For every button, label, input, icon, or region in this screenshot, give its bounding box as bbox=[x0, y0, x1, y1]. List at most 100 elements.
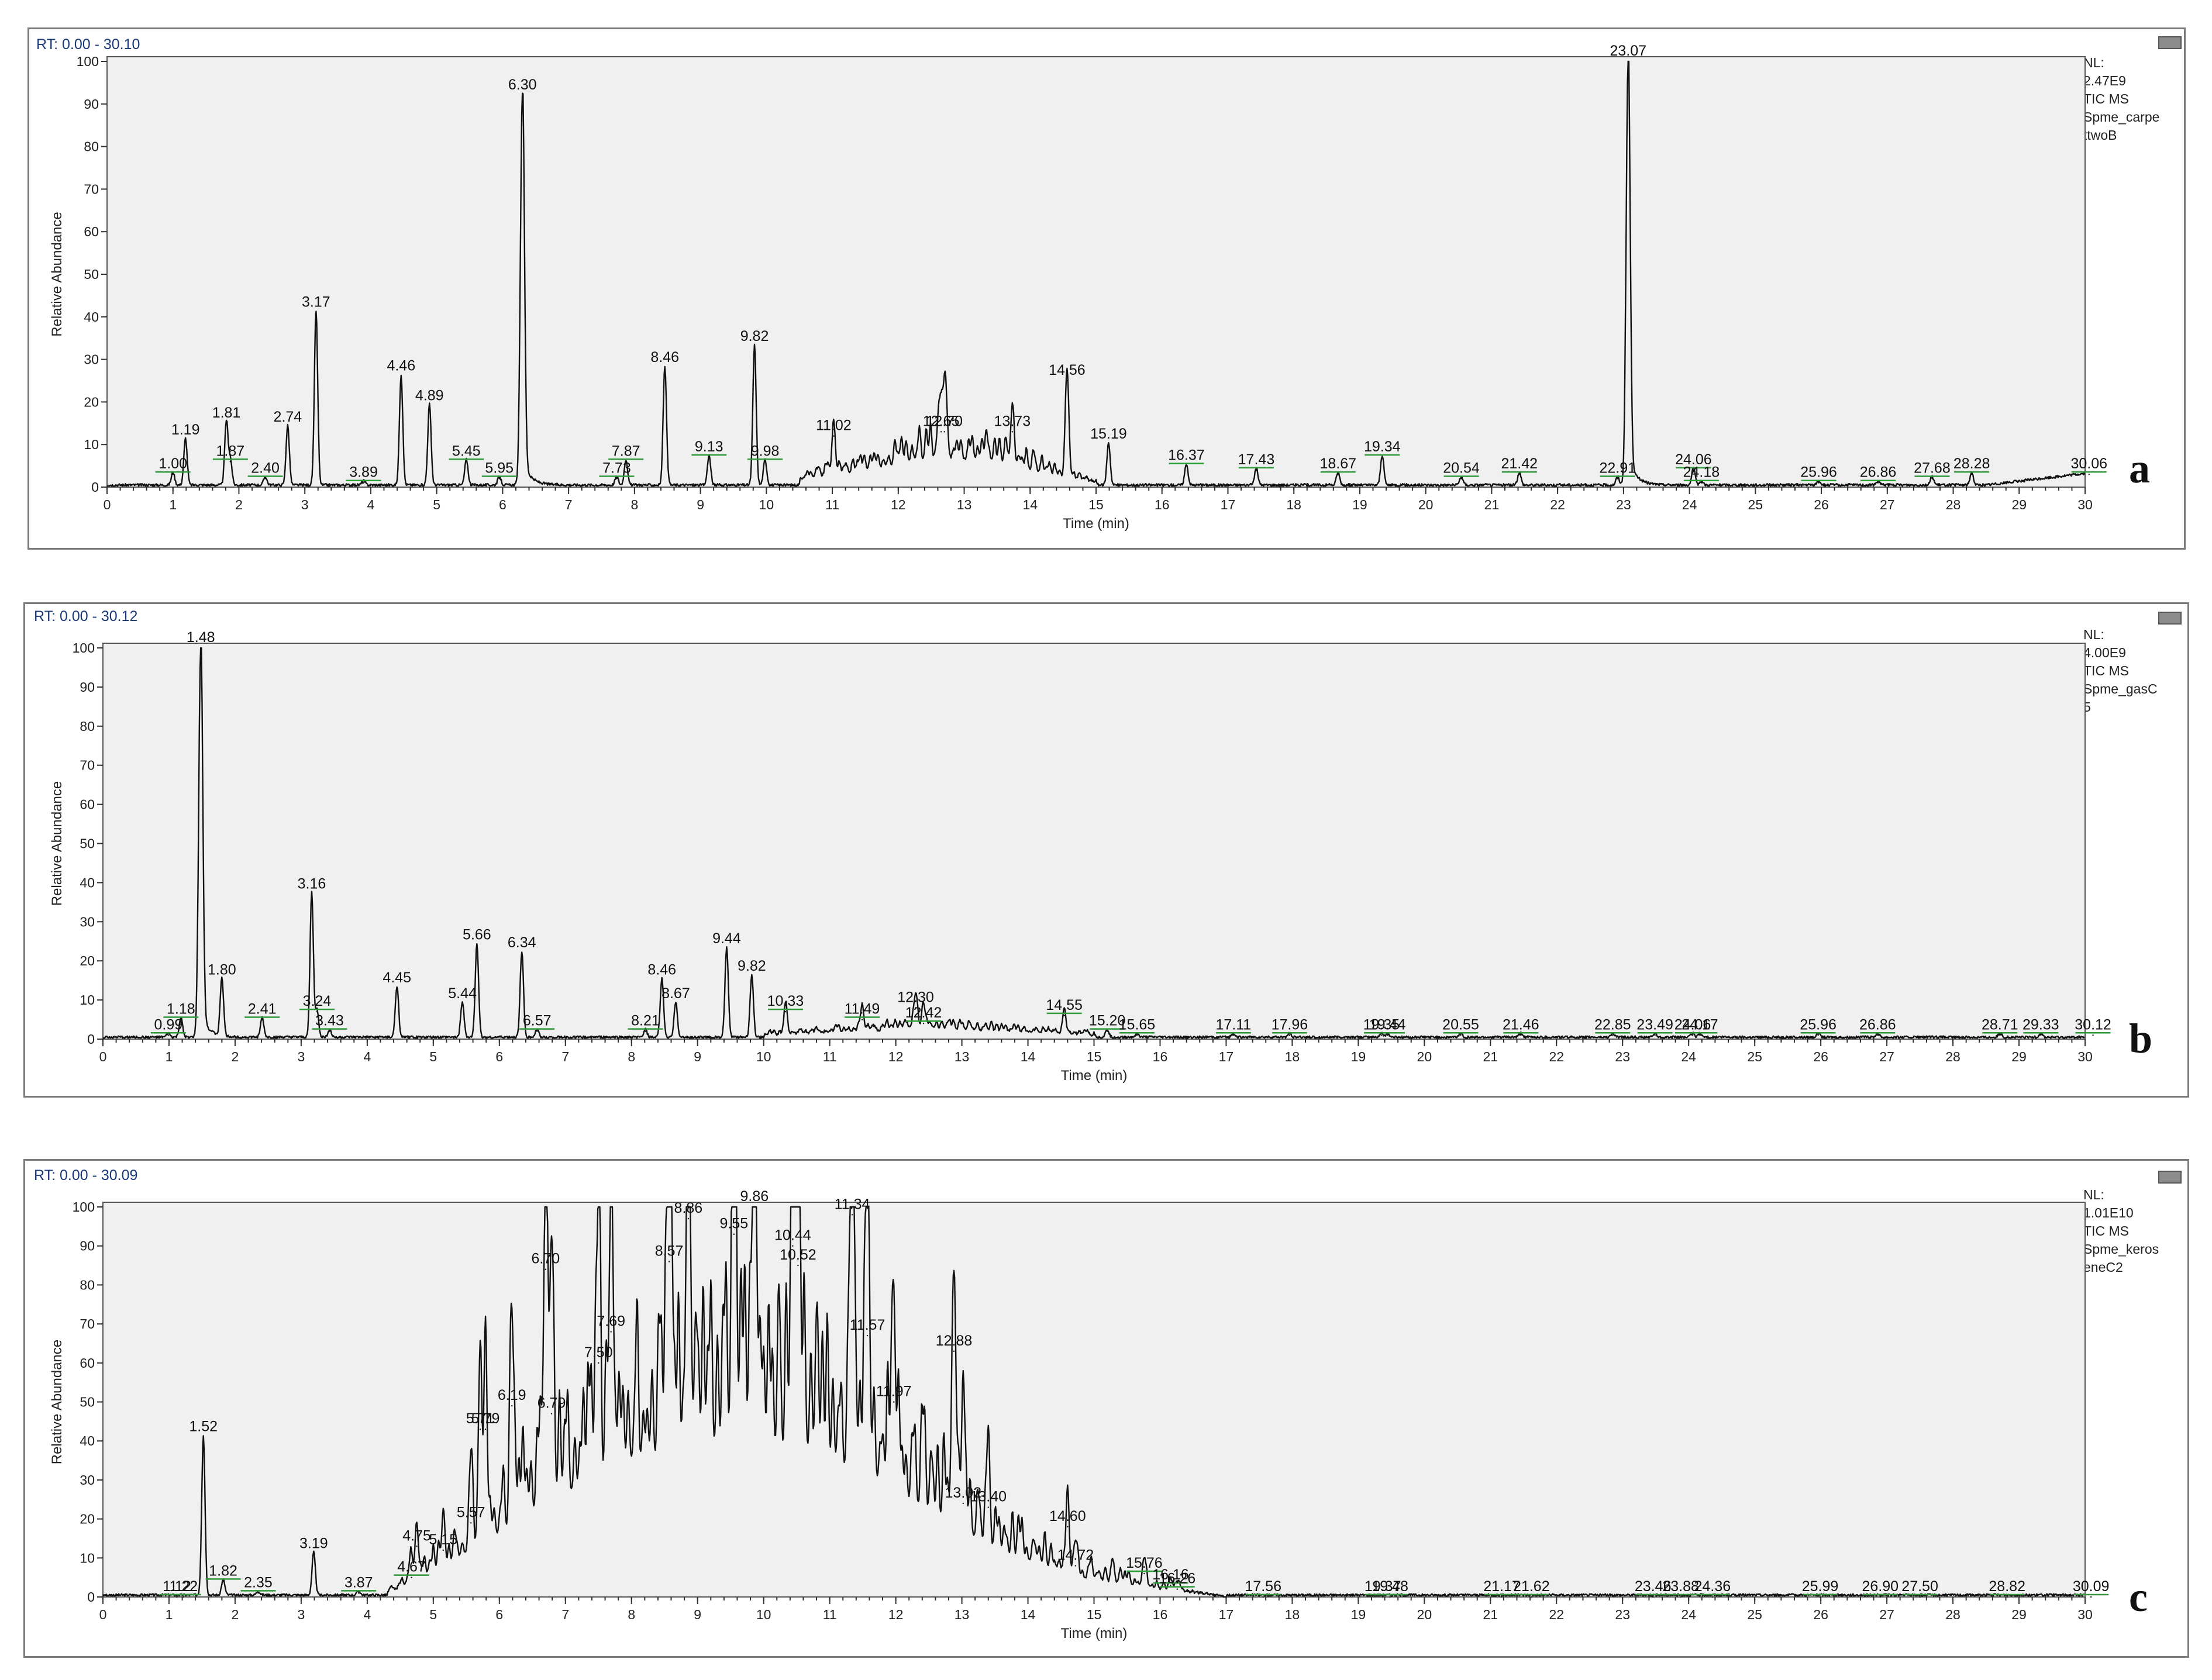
plot-area bbox=[102, 643, 2086, 1040]
peak-label: 29.33 bbox=[2023, 1016, 2059, 1033]
peak-marker bbox=[2006, 1596, 2008, 1598]
peak-label: 23.46 bbox=[1635, 1578, 1672, 1595]
x-axis-title: Time (min) bbox=[1061, 1068, 1128, 1084]
x-tick-label: 3 bbox=[298, 1607, 305, 1622]
peak-label: 1.48 bbox=[187, 629, 215, 646]
x-tick-label: 26 bbox=[1814, 497, 1829, 512]
peak-marker bbox=[1919, 1596, 1921, 1598]
y-axis-title: Relative Abundance bbox=[49, 212, 65, 337]
peak-marker bbox=[851, 1214, 853, 1216]
peak-label: 28.28 bbox=[1953, 456, 1990, 472]
x-tick-label: 22 bbox=[1549, 1049, 1564, 1064]
peak-marker bbox=[1380, 1034, 1383, 1036]
x-tick-label: 20 bbox=[1417, 1049, 1432, 1064]
peak-label: 2.40 bbox=[251, 460, 280, 476]
peak-marker bbox=[1691, 1034, 1694, 1036]
x-tick-label: 10 bbox=[756, 1049, 771, 1064]
peak-marker bbox=[257, 1592, 259, 1594]
peak-label: 6.30 bbox=[508, 77, 537, 93]
peak-marker bbox=[315, 312, 317, 313]
peak-label: 8.21 bbox=[631, 1013, 660, 1029]
peak-label: 16.16 bbox=[1152, 1567, 1189, 1583]
peak-label: 5.44 bbox=[448, 985, 477, 1002]
peak-label: 6.34 bbox=[508, 934, 536, 951]
x-tick-label: 30 bbox=[2077, 1049, 2093, 1064]
peak-marker bbox=[411, 1576, 412, 1578]
peak-label: 10.44 bbox=[774, 1227, 811, 1244]
nl-line: TIC MS bbox=[2083, 1223, 2129, 1239]
nl-line: Spme_carpe bbox=[2083, 109, 2160, 125]
x-tick-label: 30 bbox=[2077, 497, 2093, 512]
pin-icon[interactable] bbox=[2158, 1171, 2182, 1184]
peak-marker bbox=[1501, 1596, 1503, 1598]
peak-marker bbox=[1143, 1572, 1145, 1575]
peak-marker bbox=[753, 346, 756, 347]
peak-marker bbox=[915, 1007, 917, 1009]
x-tick-label: 6 bbox=[495, 1607, 503, 1622]
x-tick-label: 28 bbox=[1946, 497, 1961, 512]
peak-label: 22.91 bbox=[1599, 460, 1636, 476]
peak-label: 14.55 bbox=[1046, 997, 1083, 1013]
peak-marker bbox=[1652, 1596, 1654, 1598]
peak-label: 17.96 bbox=[1272, 1016, 1308, 1033]
peak-label: 1.87 bbox=[216, 443, 244, 459]
peak-label: 12.88 bbox=[936, 1333, 973, 1349]
peak-label: 9.98 bbox=[751, 443, 780, 459]
x-tick-label: 6 bbox=[499, 497, 507, 512]
peak-label: 5.57 bbox=[457, 1504, 485, 1520]
peak-marker bbox=[225, 422, 228, 424]
y-tick-label: 90 bbox=[84, 96, 99, 112]
peak-marker bbox=[1381, 456, 1383, 458]
peak-marker bbox=[357, 1592, 360, 1594]
peak-marker bbox=[172, 473, 174, 475]
panel-c-nl-box: NL: 1.01E10 TIC MS Spme_keros eneC2 bbox=[2083, 1186, 2159, 1277]
pin-icon[interactable] bbox=[2158, 612, 2182, 625]
x-tick-label: 21 bbox=[1483, 1049, 1498, 1064]
peak-label: 2.41 bbox=[248, 1001, 277, 1017]
peak-label: 0.99 bbox=[154, 1016, 183, 1033]
x-tick-label: 19 bbox=[1352, 497, 1367, 512]
peak-label: 17.43 bbox=[1238, 451, 1275, 468]
peak-label: 12.65 bbox=[923, 413, 960, 429]
y-tick-label: 80 bbox=[84, 139, 99, 154]
y-tick-label: 40 bbox=[84, 309, 99, 325]
peak-marker bbox=[429, 405, 430, 407]
peak-label: 23.49 bbox=[1636, 1016, 1673, 1033]
peak-marker bbox=[1877, 482, 1879, 484]
x-tick-label: 19 bbox=[1351, 1607, 1366, 1622]
x-tick-label: 2 bbox=[232, 1607, 239, 1622]
peak-label: 6.70 bbox=[532, 1251, 560, 1267]
peak-marker bbox=[922, 1023, 925, 1024]
x-tick-label: 17 bbox=[1221, 497, 1236, 512]
y-tick-label: 90 bbox=[80, 679, 95, 695]
panel-b-letter: b bbox=[2129, 1015, 2153, 1062]
y-tick-label: 70 bbox=[84, 181, 99, 196]
peak-label: 5.95 bbox=[485, 460, 514, 476]
nl-line: Spme_gasC bbox=[2083, 681, 2158, 696]
peak-label: 5.79 bbox=[471, 1410, 500, 1427]
y-tick-label: 60 bbox=[84, 224, 99, 239]
x-tick-label: 24 bbox=[1681, 1049, 1696, 1064]
peak-label: 9.82 bbox=[738, 958, 766, 974]
peak-marker bbox=[987, 1506, 989, 1508]
peak-label: 8.67 bbox=[661, 985, 690, 1002]
peak-label: 19.35 bbox=[1363, 1016, 1400, 1033]
peak-marker bbox=[861, 1019, 863, 1020]
peak-marker bbox=[363, 482, 364, 484]
peak-label: 1.19 bbox=[171, 422, 200, 438]
peak-marker bbox=[792, 1245, 794, 1247]
chromatogram-trace bbox=[106, 60, 2086, 487]
x-tick-label: 23 bbox=[1616, 497, 1631, 512]
y-tick-label: 40 bbox=[80, 875, 95, 890]
pin-icon[interactable] bbox=[2158, 36, 2182, 49]
peak-marker bbox=[1106, 1030, 1108, 1032]
peak-label: 14.56 bbox=[1049, 362, 1086, 378]
y-tick-label: 80 bbox=[80, 719, 95, 734]
x-tick-label: 12 bbox=[888, 1607, 904, 1622]
x-tick-label: 11 bbox=[823, 1049, 837, 1064]
peak-marker bbox=[675, 1003, 677, 1005]
peak-label: 8.46 bbox=[647, 962, 676, 978]
peak-marker bbox=[1011, 431, 1014, 433]
